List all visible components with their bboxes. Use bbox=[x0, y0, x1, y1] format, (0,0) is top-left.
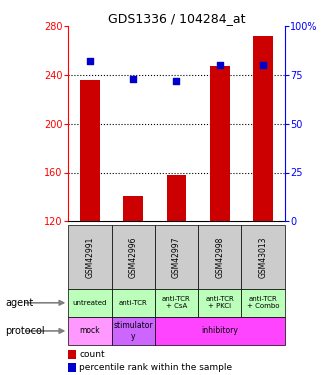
Text: protocol: protocol bbox=[5, 326, 45, 336]
Text: anti-TCR
+ CsA: anti-TCR + CsA bbox=[162, 296, 191, 309]
Bar bbox=[68, 289, 112, 317]
Text: anti-TCR
+ PKCi: anti-TCR + PKCi bbox=[205, 296, 234, 309]
Text: GSM42991: GSM42991 bbox=[85, 236, 95, 278]
Bar bbox=[241, 225, 285, 289]
Point bbox=[87, 58, 93, 64]
Bar bbox=[155, 225, 198, 289]
Bar bbox=[124, 196, 143, 221]
Bar bbox=[112, 289, 155, 317]
Point bbox=[174, 78, 179, 84]
Text: GSM43013: GSM43013 bbox=[258, 236, 268, 278]
Bar bbox=[68, 363, 76, 372]
Text: agent: agent bbox=[5, 298, 33, 308]
Text: anti-TCR
+ Combo: anti-TCR + Combo bbox=[247, 296, 279, 309]
Text: stimulator
y: stimulator y bbox=[114, 321, 153, 340]
Bar bbox=[198, 289, 241, 317]
Text: untreated: untreated bbox=[73, 300, 107, 306]
Bar bbox=[210, 66, 229, 221]
Text: inhibitory: inhibitory bbox=[201, 326, 238, 335]
Text: GSM42997: GSM42997 bbox=[172, 236, 181, 278]
Text: GSM42996: GSM42996 bbox=[129, 236, 138, 278]
Text: GSM42998: GSM42998 bbox=[215, 236, 224, 278]
Bar bbox=[241, 289, 285, 317]
Bar bbox=[167, 175, 186, 221]
Bar bbox=[112, 225, 155, 289]
Bar bbox=[155, 289, 198, 317]
Text: percentile rank within the sample: percentile rank within the sample bbox=[79, 363, 232, 372]
Point bbox=[260, 62, 266, 68]
Text: mock: mock bbox=[80, 326, 100, 335]
Point bbox=[217, 62, 222, 68]
Bar bbox=[253, 36, 273, 221]
Text: anti-TCR: anti-TCR bbox=[119, 300, 148, 306]
Bar bbox=[80, 80, 100, 221]
Point bbox=[131, 76, 136, 82]
Bar bbox=[155, 317, 285, 345]
Text: count: count bbox=[79, 350, 105, 359]
Title: GDS1336 / 104284_at: GDS1336 / 104284_at bbox=[108, 12, 245, 25]
Bar bbox=[68, 317, 112, 345]
Bar bbox=[68, 225, 112, 289]
Bar bbox=[68, 350, 76, 358]
Bar bbox=[198, 225, 241, 289]
Bar bbox=[112, 317, 155, 345]
